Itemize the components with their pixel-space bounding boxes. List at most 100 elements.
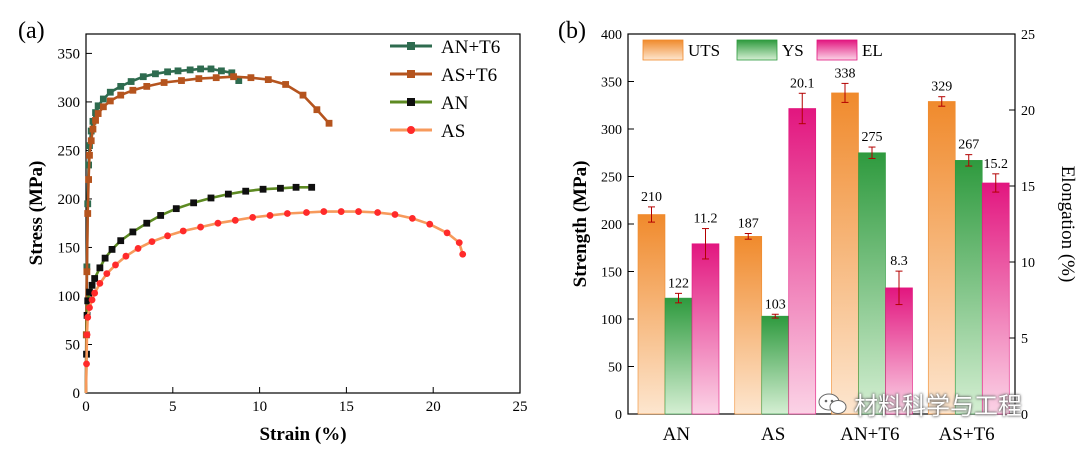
y-tick-label: 100	[58, 289, 81, 305]
panel-b-left-axis-label: Strength (MPa)	[570, 161, 591, 288]
data-point	[84, 313, 92, 321]
data-point	[224, 190, 232, 198]
data-point	[91, 275, 99, 282]
category-label: AN	[663, 424, 691, 445]
legend-marker	[407, 126, 415, 134]
x-tick-label: 0	[82, 399, 90, 415]
data-label: 20.1	[790, 76, 815, 91]
data-point	[408, 214, 416, 222]
data-point	[88, 296, 96, 304]
y-tick-label: 200	[58, 192, 81, 208]
data-point	[228, 69, 236, 77]
data-point	[455, 239, 463, 247]
data-point	[186, 66, 194, 74]
series-an-t6	[82, 65, 243, 394]
legend-swatch	[736, 39, 778, 61]
data-point	[129, 86, 137, 94]
y-tick-label: 200	[601, 218, 622, 233]
data-point	[99, 103, 107, 111]
data-label: 11.2	[694, 212, 718, 227]
bar-uts	[831, 92, 859, 415]
panel-b-right-axis: 0 5 10 15 20 25	[1009, 28, 1035, 423]
legend-entry: YS	[782, 41, 804, 60]
bar-ys	[761, 315, 790, 415]
data-point	[214, 219, 222, 227]
data-label: 103	[765, 297, 786, 312]
x-tick-label: 25	[513, 399, 528, 415]
data-point	[87, 137, 95, 145]
legend-marker	[407, 70, 415, 78]
y-tick-label: 50	[608, 361, 622, 376]
data-point	[127, 78, 135, 85]
data-point	[299, 91, 307, 99]
data-label: 15.2	[984, 157, 1009, 172]
panel-a-series	[82, 65, 467, 394]
data-point	[230, 73, 237, 81]
bar-ys	[858, 152, 886, 415]
watermark-text: 材料科学与工程	[854, 392, 1022, 420]
legend-entry: UTS	[688, 41, 720, 60]
data-point	[249, 213, 257, 221]
data-label: 329	[931, 80, 952, 95]
legend-entry: EL	[862, 41, 883, 60]
y2-tick-label: 20	[1021, 104, 1035, 119]
data-point	[96, 264, 104, 272]
data-point	[122, 252, 130, 260]
legend-marker	[407, 42, 415, 50]
y2-tick-label: 0	[1021, 408, 1028, 423]
data-point	[86, 288, 93, 296]
y2-tick-label: 15	[1021, 180, 1035, 195]
data-point	[94, 102, 102, 110]
data-point	[86, 151, 93, 159]
data-label: 210	[641, 190, 662, 205]
data-point	[313, 106, 321, 114]
y-tick-label: 350	[601, 76, 622, 91]
y-tick-label: 300	[601, 123, 622, 138]
data-point	[101, 254, 109, 262]
data-point	[83, 268, 91, 276]
y-tick-label: 100	[601, 313, 622, 328]
panel-a-x-axis: 0 5 10 15 20 25	[82, 387, 528, 415]
y-tick-label: 350	[58, 46, 81, 62]
data-point	[85, 176, 93, 183]
data-point	[108, 246, 116, 253]
category-label: AS+T6	[939, 424, 995, 445]
bar-ys	[954, 160, 983, 415]
data-point	[83, 331, 91, 339]
panel-b-label: (b)	[558, 18, 586, 44]
data-point	[325, 119, 333, 127]
data-label: 187	[738, 217, 759, 232]
panel-a-y-axis-label: Stress (MPa)	[26, 161, 47, 266]
data-point	[112, 261, 119, 269]
data-point	[152, 70, 159, 78]
data-point	[84, 297, 92, 305]
bar-uts	[637, 214, 666, 415]
data-point	[91, 289, 99, 297]
legend-entry: AN	[441, 93, 469, 114]
data-point	[160, 79, 168, 86]
data-label: 8.3	[890, 254, 908, 269]
data-point	[139, 73, 147, 81]
bar-uts	[927, 101, 956, 415]
data-point	[197, 65, 204, 73]
y-tick-label: 300	[58, 95, 81, 111]
wechat-icon	[818, 393, 847, 414]
data-point	[195, 75, 203, 83]
data-point	[179, 227, 187, 235]
category-label: AS	[761, 424, 785, 445]
data-point	[426, 220, 434, 228]
series-line	[84, 75, 330, 394]
data-point	[207, 65, 215, 73]
y2-tick-label: 5	[1021, 332, 1028, 347]
series-as-t6	[82, 73, 333, 394]
data-point	[308, 183, 316, 191]
y-tick-label: 50	[65, 337, 80, 353]
data-point	[117, 237, 125, 245]
legend-entry: AN+T6	[441, 37, 500, 58]
bar-el	[885, 287, 913, 415]
legend-entry: AS	[441, 121, 465, 142]
data-point	[374, 209, 382, 216]
bar-uts	[734, 236, 763, 415]
